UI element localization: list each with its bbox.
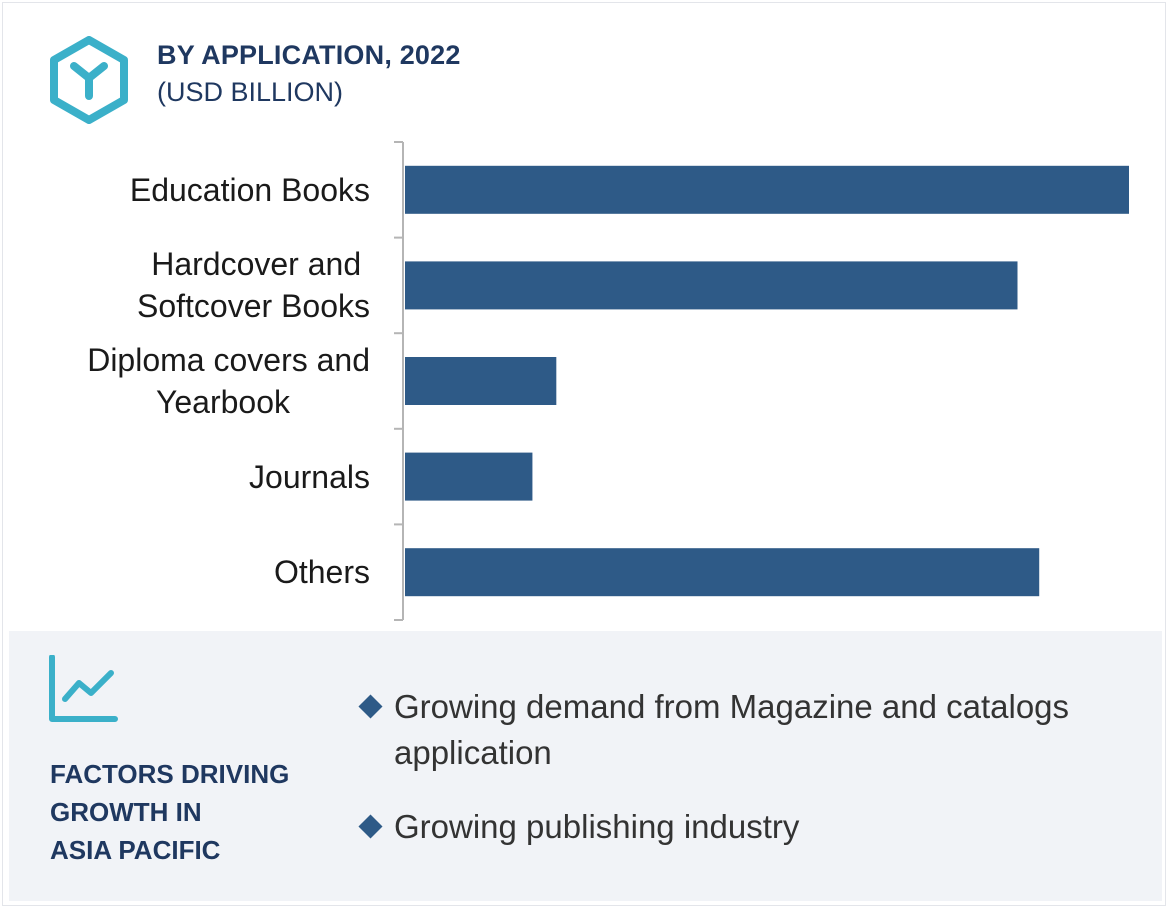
bar	[405, 261, 1018, 310]
bar	[405, 165, 1129, 214]
factors-title-line: ASIA PACIFIC	[50, 835, 221, 865]
category-label: Diploma covers and Yearbook	[10, 339, 370, 423]
chart-title: BY APPLICATION, 2022	[157, 40, 461, 70]
bar-chart	[394, 141, 1129, 621]
factors-title-line: GROWTH IN	[50, 797, 202, 827]
bar	[405, 452, 533, 501]
category-label: Journals	[10, 456, 370, 498]
category-label-line: Diploma covers and	[87, 342, 370, 378]
chart-subtitle: (USD BILLION)	[157, 77, 344, 107]
category-label-line: Yearbook	[155, 384, 290, 420]
factor-bullet-text: Growing publishing industry	[394, 808, 800, 845]
bar	[405, 357, 557, 405]
category-label-line: Others	[273, 554, 370, 591]
category-label-line: Education Books	[129, 171, 370, 208]
factors-title: FACTORS DRIVING GROWTH IN ASIA PACIFIC	[50, 755, 340, 869]
factor-bullet-text: Growing demand from Magazine and catalog…	[394, 688, 1070, 771]
category-label-line: Journals	[249, 458, 370, 495]
factors-panel	[9, 631, 1162, 901]
trend-line-chart-icon	[47, 654, 119, 730]
diamond-bullet-icon	[358, 694, 383, 719]
category-label: Hardcover and Softcover Books	[10, 243, 370, 327]
hexagon-y-logo-icon	[48, 36, 130, 129]
category-label: Others	[10, 551, 370, 593]
factor-bullet: Growing demand from Magazine and catalog…	[358, 684, 1138, 776]
category-label-line: Hardcover and	[151, 246, 370, 283]
bar	[405, 548, 1040, 597]
diamond-bullet-icon	[358, 814, 383, 839]
category-label-line: Softcover Books	[137, 288, 370, 325]
factor-bullet: Growing publishing industry	[358, 804, 1138, 850]
category-label: Education Books	[10, 169, 370, 211]
factors-title-line: FACTORS DRIVING	[50, 759, 290, 789]
